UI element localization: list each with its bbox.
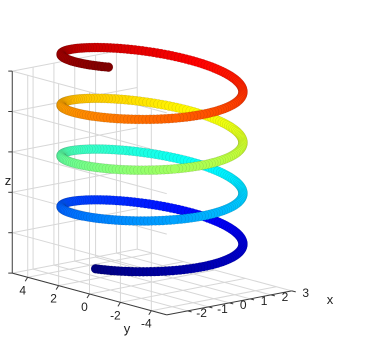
x-tick-label: 0	[240, 298, 247, 312]
y-tick-label: -4	[141, 317, 152, 331]
helix-point	[170, 164, 180, 174]
left-wall-grid-line	[12, 151, 167, 195]
y-tick-mark	[86, 293, 90, 299]
floor-grid-line	[151, 286, 277, 312]
y-axis-label: y	[124, 321, 131, 336]
back-wall-grid-line	[12, 208, 138, 234]
y-tick-label: 4	[19, 283, 26, 297]
x-tick-label: -1	[217, 302, 228, 316]
y-tick-mark	[117, 302, 121, 307]
x-tick-mark	[249, 298, 255, 301]
floor-grid-line	[120, 277, 246, 303]
x-axis-label: x	[327, 292, 334, 307]
x-tick-label: 2	[282, 290, 289, 304]
y-tick-label: -2	[110, 308, 121, 322]
helix-point	[171, 265, 182, 276]
x-tick-label: 3	[302, 286, 309, 300]
x-tick-label: 1	[261, 294, 268, 308]
floor-grid-line	[89, 269, 215, 295]
helix-point	[103, 62, 114, 72]
floor-grid-line	[27, 252, 153, 278]
x-tick-mark	[187, 310, 192, 313]
x-tick-mark	[208, 306, 213, 309]
y-tick-mark	[24, 277, 29, 282]
helix-point	[169, 214, 179, 225]
back-wall-grid-line	[12, 248, 138, 274]
left-wall-grid-line	[12, 111, 167, 154]
x-tick-label: -2	[196, 306, 207, 320]
x-tick-mark	[229, 302, 234, 305]
y-tick-mark	[148, 310, 152, 315]
y-tick-label: 0	[81, 300, 88, 314]
helix-point	[171, 113, 181, 123]
helix-series	[56, 42, 248, 277]
x-tick-mark	[291, 290, 296, 293]
back-wall-grid-line	[12, 127, 138, 153]
z-axis-label: z	[5, 173, 12, 188]
y-tick-mark	[55, 285, 60, 290]
left-wall-grid-line	[12, 70, 167, 114]
x-tick-mark	[270, 294, 276, 297]
y-tick-label: 2	[50, 292, 57, 306]
